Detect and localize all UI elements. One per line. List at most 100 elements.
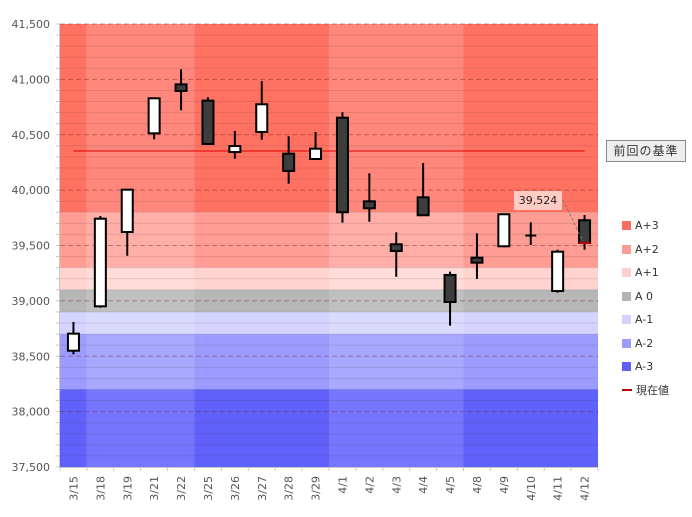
legend-item-a-minus-2[interactable]: A-2 [622, 332, 669, 356]
band-Aplus3-week-1 [86, 24, 195, 213]
candle-3/15 [66, 321, 80, 355]
candle-3/19 [120, 188, 134, 256]
candle-body-down [443, 273, 457, 303]
bands-layer [60, 24, 598, 467]
candle-3/28 [282, 136, 296, 184]
x-tick-label: 4/10 [525, 476, 538, 501]
band-Aminus1-week-1 [86, 311, 195, 335]
x-tick-label: 3/27 [256, 476, 269, 501]
label-layer [562, 199, 591, 244]
candle-3/25 [201, 97, 215, 145]
band-Aminus2-week-3 [329, 334, 464, 390]
band-Aplus2-week-2 [194, 212, 329, 268]
band-Aplus3-week-3 [329, 24, 464, 213]
candle-body-up [309, 147, 323, 161]
candle-4/5 [443, 271, 457, 326]
legend-label: A 0 [635, 289, 654, 303]
band-Aplus2-week-0 [60, 212, 87, 268]
band-Aplus1-week-0 [60, 267, 87, 290]
reference-line-label: 前回の基準 [606, 140, 686, 162]
y-tick-label: 39,500 [12, 240, 51, 253]
y-tick-label: 39,000 [12, 295, 51, 308]
legend-swatch-a-plus-3 [622, 221, 631, 231]
band-A0-week-4 [463, 289, 598, 312]
legend-label: A-1 [635, 313, 654, 327]
legend-swatch-a-minus-2 [622, 338, 631, 348]
legend-label: A-2 [635, 336, 654, 350]
legend-swatch-a-minus-1 [622, 315, 631, 325]
band-Aminus2-week-1 [86, 334, 195, 390]
legend-label: A+2 [635, 242, 659, 256]
candle-body-down [578, 219, 592, 244]
candle-body-up [551, 250, 565, 293]
band-Aminus3-week-3 [329, 389, 464, 467]
candle-body-down [174, 83, 188, 93]
x-tick-label: 4/11 [552, 476, 565, 501]
y-tick-label: 38,500 [12, 350, 51, 363]
band-Aminus1-week-3 [329, 311, 464, 335]
candle-body-up [255, 103, 269, 133]
legend-item-a-plus-3[interactable]: A+3 [622, 214, 669, 238]
band-Aplus1-week-3 [329, 267, 464, 290]
candle-3/26 [228, 130, 242, 159]
axis-layer: 37,500 38,000 38,500 39,000 39,500 40,000 40,5… [12, 18, 599, 501]
band-Aminus2-week-4 [463, 334, 598, 390]
candle-body-up [228, 145, 242, 154]
candle-3/27 [255, 81, 269, 140]
band-Aminus3-week-4 [463, 389, 598, 467]
legend-item-a-plus-2[interactable]: A+2 [622, 238, 669, 262]
x-tick-label: 3/15 [67, 476, 80, 501]
candle-4/10 [525, 222, 537, 245]
candle-body-up [93, 217, 107, 308]
y-tick-label: 37,500 [12, 461, 51, 474]
legend-item-a-minus-3[interactable]: A-3 [622, 355, 669, 379]
x-tick-label: 3/26 [229, 476, 242, 501]
band-Aminus3-week-1 [86, 389, 195, 467]
band-Aplus1-week-4 [463, 267, 598, 290]
legend-item-current-value[interactable]: 現在値 [622, 379, 669, 403]
candle-3/29 [309, 131, 323, 161]
x-tick-label: 4/12 [579, 476, 592, 501]
candle-4/2 [362, 173, 376, 222]
candle-4/11 [551, 249, 565, 293]
y-tick-label: 40,500 [12, 129, 51, 142]
band-A0-week-3 [329, 289, 464, 312]
band-Aminus1-week-4 [463, 311, 598, 335]
y-tick-label: 41,000 [12, 73, 51, 86]
legend-swatch-a-plus-2 [622, 244, 631, 254]
band-Aplus3-week-0 [60, 24, 87, 213]
band-Aplus1-week-2 [194, 267, 329, 290]
band-Aminus1-week-2 [194, 311, 329, 335]
candle-3/22 [174, 69, 188, 111]
legend-swatch-a-0 [622, 291, 631, 301]
x-tick-label: 3/28 [283, 476, 296, 501]
candle-body-up [497, 213, 511, 248]
legend-item-a-0[interactable]: A 0 [622, 285, 669, 309]
legend-item-a-minus-1[interactable]: A-1 [622, 308, 669, 332]
candle-4/4 [416, 162, 430, 217]
band-A0-week-2 [194, 289, 329, 312]
y-tick-label: 40,000 [12, 184, 51, 197]
candle-4/8 [470, 233, 484, 279]
y-tick-label: 38,000 [12, 406, 51, 419]
legend-label: A+3 [635, 219, 659, 233]
candle-3/21 [147, 97, 161, 140]
band-Aminus2-week-2 [194, 334, 329, 390]
candle-body-up [147, 97, 161, 135]
band-A0-week-0 [60, 289, 87, 312]
candle-4/3 [389, 232, 403, 277]
x-tick-label: 4/1 [336, 476, 349, 494]
candle-body-down [470, 256, 484, 264]
candle-body-down [389, 243, 403, 253]
legend-swatch-a-minus-3 [622, 362, 631, 372]
legend-label: A+1 [635, 266, 659, 280]
candle-body-down [362, 200, 376, 210]
legend-line-current-value [622, 389, 632, 392]
current-value-label: 39,524 [514, 191, 562, 210]
candle-body-down [335, 116, 349, 214]
grid-layer [60, 23, 598, 457]
legend: A+3 A+2 A+1 A 0 A-1 A-2 A-3 現在値 [622, 214, 669, 402]
legend-item-a-plus-1[interactable]: A+1 [622, 261, 669, 285]
x-tick-label: 4/2 [363, 476, 376, 494]
